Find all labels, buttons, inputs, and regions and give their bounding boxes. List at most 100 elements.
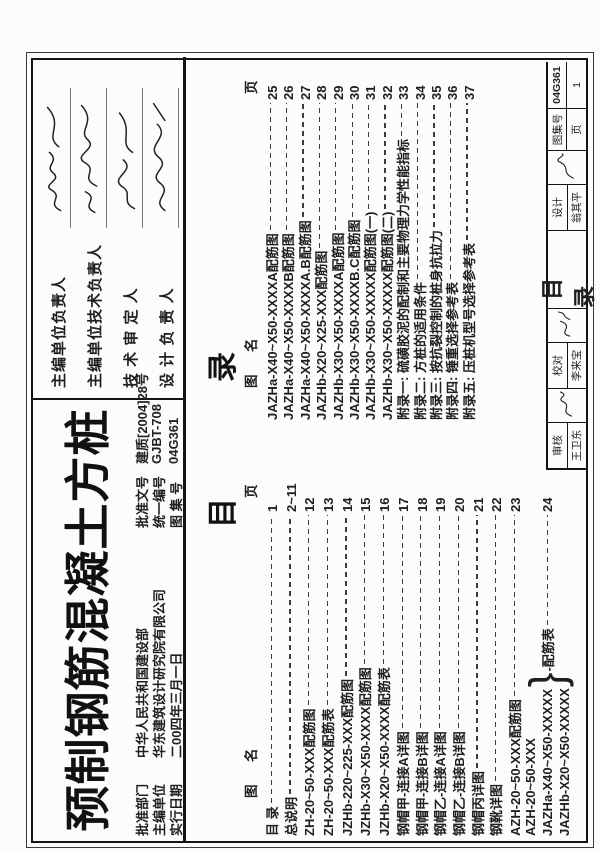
checker-name: 李来宝: [571, 349, 584, 382]
signature-row-label: 主编单位负责人: [51, 275, 68, 388]
toc-leader: [476, 515, 478, 768]
toc-entry: JZHb-220~225-XXX配筋图 14: [337, 474, 356, 836]
toc-entry-page: 37: [461, 85, 477, 100]
date-value: 二00四年三月一日: [169, 652, 184, 758]
toc-entry-page: 28: [314, 85, 330, 100]
brace-glyph: }: [519, 672, 575, 688]
checker-label: 校对: [548, 343, 568, 388]
toc-leader: [417, 103, 419, 280]
toc-entry: JAZHb-X30~X50-XXXXB.C配筋图 30: [344, 62, 362, 420]
toc-entry-page: 33: [396, 85, 412, 100]
toc-entry-page: 23: [507, 497, 523, 512]
toc-entry-page: 12: [302, 497, 318, 512]
title-signature-divider: [33, 398, 183, 400]
atlas-no-value: 04G361: [166, 417, 181, 464]
sheet-title: 目 录: [540, 230, 597, 308]
checker-signature-icon: [548, 308, 586, 342]
toc-entry: AZH-20~50-XXX配筋图 23: [505, 474, 524, 836]
toc-entry-name: 钢帽乙-连接A详图: [433, 731, 449, 836]
atlas-title: 预制钢筋混凝土方桩: [62, 408, 114, 832]
toc-entry-page: 22: [489, 497, 505, 512]
toc-entry: JAZHa-X40~X50-XXXXA.B配筋图 27: [295, 62, 313, 420]
col-header-name-left: 名: [244, 748, 259, 763]
toc-entry-page: 29: [330, 85, 346, 100]
toc-leader: [400, 103, 402, 137]
handwritten-signature-icon: [112, 88, 143, 228]
approval-row: 批准部门 中华人民共和国建设部 批准文号 建质[2004]28号: [132, 373, 150, 836]
col-header-figure-left: 图: [244, 784, 259, 799]
signature-row-approver: 技 术 审 定 人: [112, 64, 146, 388]
toc-entry-name: 总说明: [283, 796, 299, 836]
toc-entry-name: 钢帽乙-连接B详图: [451, 731, 467, 836]
toc-entry-page: 1: [265, 504, 280, 512]
toc-brace-group: AZH-20~50-XXX JAZHa-X40~X50-XXXXX JAZHb-X2…: [519, 474, 575, 836]
reviewer-label: 审核: [548, 423, 568, 468]
toc-entry: JAZHb-X30~X50-XXXXX配筋图(一) 31: [360, 62, 378, 420]
brace-group-line: JAZHa-X40~X50-XXXXX: [540, 688, 555, 836]
brace-group-line: AZH-20~50-XXX: [523, 738, 538, 836]
toc-entry-name: ZH-20~50-XXX配筋表: [321, 708, 337, 836]
toc-entry-name: JZHb-X30~X50-XXXX配筋图: [358, 667, 374, 836]
toc-leader: [364, 515, 366, 665]
toc-entry-page: 32: [379, 85, 395, 100]
footer-atlas-no-label: 图集号: [548, 108, 567, 150]
toc-entry: 钢帽甲-连接B详图 18: [412, 474, 431, 836]
signature-row-label: 主编单位技术负责人: [87, 243, 104, 388]
toc-title-left-char: 目: [207, 498, 240, 528]
toc-entry-page: 30: [346, 85, 362, 100]
toc-leader: [345, 515, 347, 676]
toc-entry: 钢帽丙详图 21: [468, 474, 487, 836]
toc-leader: [466, 103, 468, 241]
designer-cell: 设计 翁其平: [548, 184, 586, 230]
toc-entry: JZHb-X30~X50-XXXX配筋图 15: [355, 474, 374, 836]
brace-group-label: -配筋表: [541, 628, 556, 672]
toc-entry-page: 2~11: [283, 483, 299, 512]
toc-entry-page: 19: [433, 497, 449, 512]
designer-label: 设计: [548, 185, 568, 230]
toc-leader: [367, 103, 370, 209]
toc-entry: JZHb-X20~X50-XXXX配筋表 16: [374, 474, 393, 836]
footer-atlas-no-value: 04G361: [548, 62, 567, 108]
toc-entry-name: JZHb-220~225-XXX配筋图: [339, 678, 355, 836]
toc-leader: [449, 103, 452, 280]
toc-entry-page: 36: [445, 85, 461, 100]
toc-entry: 附录一: 硫磺胶泥的配制和主要物理力学性能指标 33: [393, 62, 412, 420]
toc-entry: 附录五: 压桩机型号选择参考表 37: [459, 62, 477, 420]
toc-entry: 目 录 1: [262, 474, 281, 836]
atlas-no-page-cell: 图集号 04G361 页 1: [548, 62, 586, 150]
toc-entry: JAZHb-X30~X50-XXXXX配筋图(二) 32: [377, 62, 395, 420]
toc-entry-name: 目 录: [265, 806, 280, 836]
serial-value: GJBT-708: [149, 404, 164, 464]
toc-entry: ZH-20~50-XXX配筋表 13: [318, 474, 337, 836]
toc-left-column: 目 录 1 总说明 2~11 ZH-20~50-XXX配筋图 12 ZH-20~50-XXX…: [262, 474, 524, 836]
toc-entry-page: 26: [281, 85, 297, 100]
toc-entry: 钢靴详图 22: [486, 474, 505, 836]
toc-entry-page: 34: [412, 85, 428, 100]
toc-leader: [433, 103, 435, 228]
handwritten-signature-icon: [40, 88, 71, 228]
date-row: 实行日期 二00四年三月一日 图 集 号 04G361: [166, 402, 184, 836]
toc-leader: [326, 515, 329, 706]
toc-leader: [308, 515, 310, 706]
footer-page-number: 1: [570, 82, 583, 88]
toc-leader: [546, 515, 549, 626]
toc-entry: 钢帽乙-连接A详图 19: [430, 474, 449, 836]
toc-leader: [335, 103, 337, 230]
signature-row-chief: 主编单位负责人: [40, 64, 74, 388]
toc-entry-page: 21: [470, 497, 486, 512]
toc-entry-name: JZHb-X20~X50-XXXX配筋表: [377, 667, 393, 836]
toc-leader: [513, 515, 515, 697]
toc-entry: 钢帽甲-连接A详图 17: [393, 474, 412, 836]
reviewer-cell: 审核 王卫东: [548, 422, 586, 468]
toc-title-right-char: 录: [207, 352, 240, 382]
handwritten-signature-icon: [76, 88, 107, 228]
designer-signature-icon: [548, 150, 586, 184]
toc-entry: 附录三: 按抗裂控制的桩身抗拉力 35: [426, 62, 444, 420]
toc-entry: JAZHa-X40~X50-XXXXA配筋图 25: [262, 62, 280, 420]
toc-leader: [494, 515, 497, 781]
toc-leader: [351, 103, 353, 217]
signature-row-label: 设 计 负 责 人: [159, 287, 176, 388]
toc-leader: [382, 515, 385, 665]
toc-entry-page: 13: [321, 497, 337, 512]
col-header-page-left: 页: [244, 484, 259, 499]
